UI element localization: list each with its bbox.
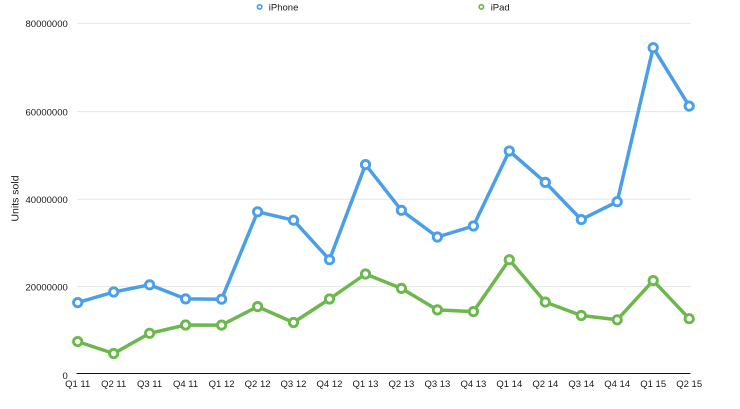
svg-text:Q4 11: Q4 11: [173, 379, 198, 390]
svg-text:Q1 15: Q1 15: [640, 379, 666, 390]
svg-text:Q1 14: Q1 14: [496, 379, 522, 390]
svg-text:Q1 12: Q1 12: [209, 379, 235, 390]
svg-text:Q2 12: Q2 12: [245, 379, 271, 390]
svg-text:Q3 12: Q3 12: [281, 379, 307, 390]
svg-text:Q2 11: Q2 11: [101, 379, 126, 390]
svg-text:60000000: 60000000: [26, 108, 68, 119]
svg-text:80000000: 80000000: [26, 19, 68, 30]
svg-text:Q2 13: Q2 13: [388, 379, 414, 390]
svg-text:Q3 13: Q3 13: [424, 379, 450, 390]
svg-text:Q2 15: Q2 15: [676, 379, 702, 390]
svg-text:0: 0: [63, 371, 68, 382]
svg-text:Q1 13: Q1 13: [353, 379, 379, 390]
svg-text:iPad: iPad: [491, 3, 510, 14]
svg-text:Q1 11: Q1 11: [65, 379, 90, 390]
svg-text:Q3 14: Q3 14: [568, 379, 594, 390]
svg-text:Q4 12: Q4 12: [317, 379, 343, 390]
svg-text:Q4 14: Q4 14: [604, 379, 630, 390]
svg-text:Q4 13: Q4 13: [460, 379, 486, 390]
svg-text:20000000: 20000000: [26, 282, 68, 293]
svg-text:iPhone: iPhone: [269, 3, 299, 14]
svg-text:Q3 11: Q3 11: [137, 379, 162, 390]
svg-text:40000000: 40000000: [26, 195, 68, 206]
svg-text:Q2 14: Q2 14: [532, 379, 558, 390]
svg-text:Units sold: Units sold: [9, 175, 21, 221]
